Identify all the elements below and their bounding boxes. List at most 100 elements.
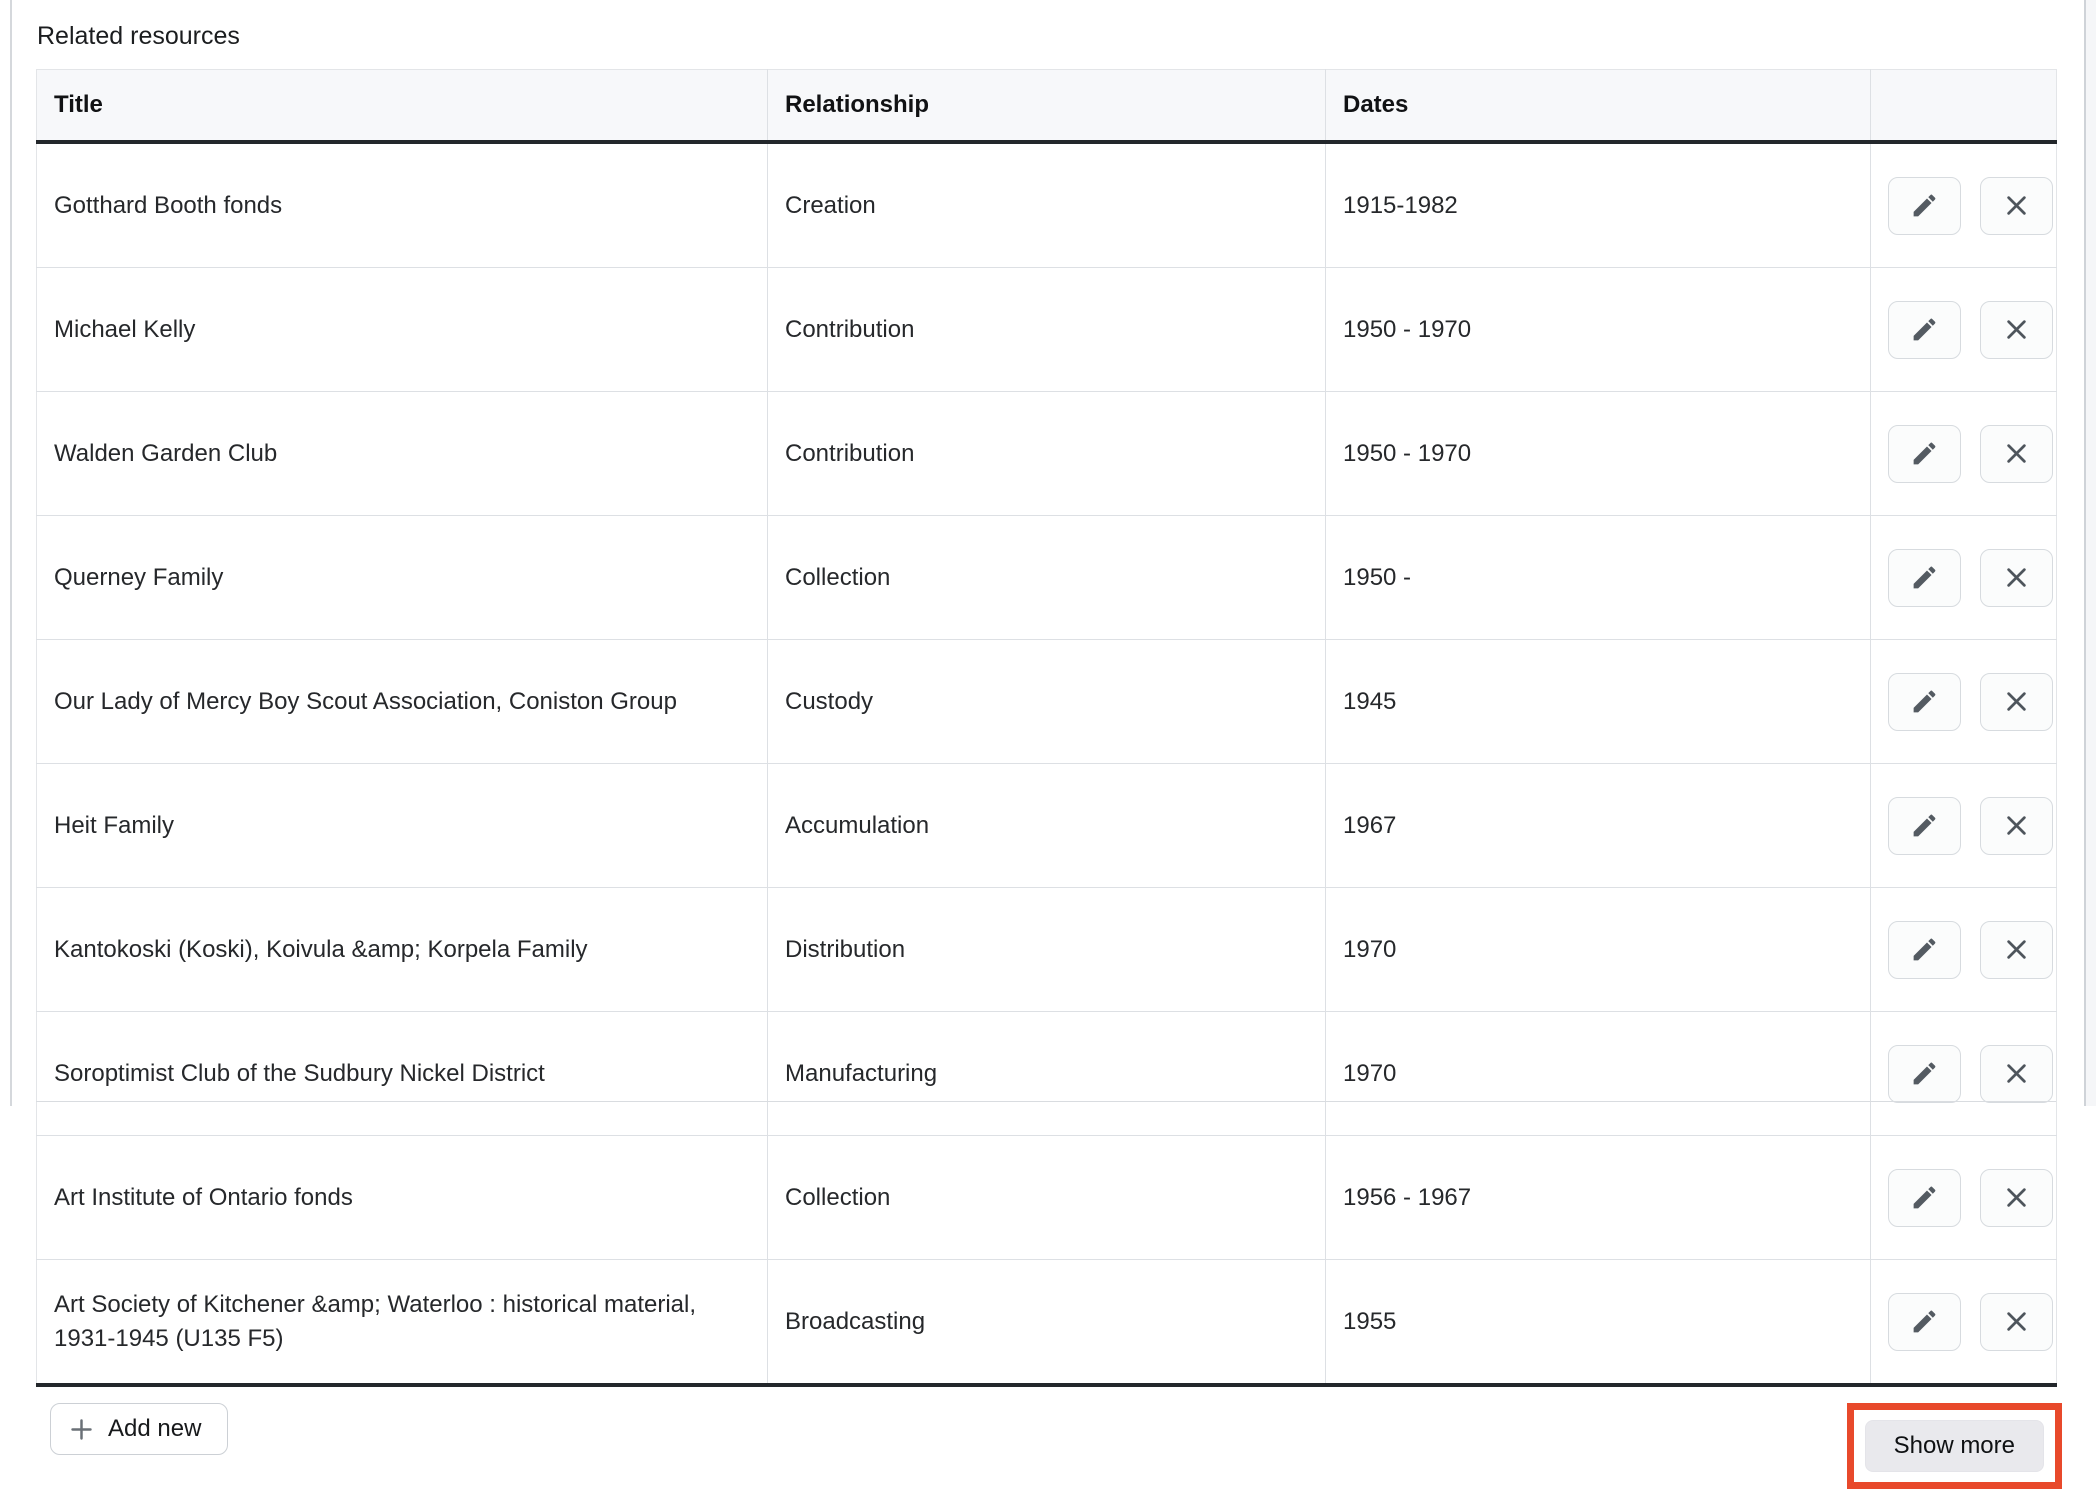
pencil-icon — [1910, 315, 1939, 344]
related-resources-tbody: Gotthard Booth fonds Creation 1915-1982 — [36, 142, 2057, 1387]
column-header-dates: Dates — [1325, 69, 1871, 144]
remove-row-button[interactable] — [1979, 300, 2053, 359]
remove-row-button[interactable] — [1979, 1292, 2053, 1351]
remove-row-button[interactable] — [1979, 548, 2053, 607]
remove-row-button[interactable] — [1979, 920, 2053, 979]
remove-row-button[interactable] — [1979, 796, 2053, 855]
panel-right-border — [2084, 0, 2086, 1106]
section-bottom-divider — [36, 1101, 2056, 1102]
table-row: Soroptimist Club of the Sudbury Nickel D… — [36, 1011, 2057, 1136]
edit-row-button[interactable] — [1888, 920, 1961, 979]
panel-right-strip — [2086, 0, 2096, 1106]
table-row: Art Institute of Ontario fonds Collectio… — [36, 1135, 2057, 1260]
cell-actions — [1870, 515, 2057, 640]
pencil-icon — [1910, 1307, 1939, 1336]
remove-row-button[interactable] — [1979, 672, 2053, 731]
table-row: Heit Family Accumulation 1967 — [36, 763, 2057, 888]
cell-relationship: Custody — [767, 639, 1326, 764]
x-icon — [2003, 1060, 2030, 1087]
pencil-icon — [1910, 1183, 1939, 1212]
cell-relationship: Distribution — [767, 887, 1326, 1012]
cell-actions — [1870, 1259, 2057, 1387]
cell-title: Querney Family — [36, 515, 768, 640]
add-new-label: Add new — [108, 1415, 202, 1442]
x-icon — [2003, 1308, 2030, 1335]
cell-title: Art Society of Kitchener &amp; Waterloo … — [36, 1259, 768, 1387]
pencil-icon — [1910, 563, 1939, 592]
edit-row-button[interactable] — [1888, 176, 1961, 235]
cell-title: Walden Garden Club — [36, 391, 768, 516]
table-header-row: Title Relationship Dates — [36, 69, 2057, 144]
plus-icon — [68, 1416, 95, 1443]
cell-actions — [1870, 1135, 2057, 1260]
cell-title: Our Lady of Mercy Boy Scout Association,… — [36, 639, 768, 764]
cell-actions — [1870, 391, 2057, 516]
x-icon — [2003, 192, 2030, 219]
add-new-button[interactable]: Add new — [50, 1403, 229, 1455]
cell-dates: 1950 - 1970 — [1325, 267, 1871, 392]
edit-row-button[interactable] — [1888, 672, 1961, 731]
section-title: Related resources — [37, 22, 240, 50]
table-row: Walden Garden Club Contribution 1950 - 1… — [36, 391, 2057, 516]
edit-row-button[interactable] — [1888, 796, 1961, 855]
edit-row-button[interactable] — [1888, 424, 1961, 483]
cell-title: Art Institute of Ontario fonds — [36, 1135, 768, 1260]
related-resources-table: Title Relationship Dates Gotthard Booth … — [36, 69, 2057, 1387]
cell-relationship: Creation — [767, 142, 1326, 268]
cell-relationship: Collection — [767, 515, 1326, 640]
x-icon — [2003, 812, 2030, 839]
column-header-relationship: Relationship — [767, 69, 1326, 144]
cell-dates: 1956 - 1967 — [1325, 1135, 1871, 1260]
pencil-icon — [1910, 1059, 1939, 1088]
cell-dates: 1970 — [1325, 1011, 1871, 1136]
table-row: Gotthard Booth fonds Creation 1915-1982 — [36, 142, 2057, 268]
cell-dates: 1945 — [1325, 639, 1871, 764]
click-target-highlight: Show more — [1846, 1403, 2062, 1489]
panel-left-border — [10, 0, 12, 1106]
x-icon — [2003, 440, 2030, 467]
x-icon — [2003, 1184, 2030, 1211]
table-footer-bar: Add new Show more — [36, 1403, 2062, 1489]
column-header-actions — [1870, 69, 2057, 144]
edit-row-button[interactable] — [1888, 1044, 1961, 1103]
edit-row-button[interactable] — [1888, 1292, 1961, 1351]
cell-dates: 1955 — [1325, 1259, 1871, 1387]
show-more-button[interactable]: Show more — [1864, 1420, 2044, 1472]
cell-actions — [1870, 763, 2057, 888]
cell-actions — [1870, 267, 2057, 392]
x-icon — [2003, 564, 2030, 591]
remove-row-button[interactable] — [1979, 424, 2053, 483]
cell-dates: 1950 - — [1325, 515, 1871, 640]
pencil-icon — [1910, 687, 1939, 716]
remove-row-button[interactable] — [1979, 176, 2053, 235]
cell-dates: 1967 — [1325, 763, 1871, 888]
table-row: Our Lady of Mercy Boy Scout Association,… — [36, 639, 2057, 764]
pencil-icon — [1910, 811, 1939, 840]
cell-title: Michael Kelly — [36, 267, 768, 392]
pencil-icon — [1910, 935, 1939, 964]
cell-relationship: Collection — [767, 1135, 1326, 1260]
cell-actions — [1870, 1011, 2057, 1136]
cell-relationship: Contribution — [767, 267, 1326, 392]
cell-dates: 1915-1982 — [1325, 142, 1871, 268]
cell-title: Gotthard Booth fonds — [36, 142, 768, 268]
remove-row-button[interactable] — [1979, 1168, 2053, 1227]
cell-title: Heit Family — [36, 763, 768, 888]
cell-dates: 1950 - 1970 — [1325, 391, 1871, 516]
cell-relationship: Broadcasting — [767, 1259, 1326, 1387]
x-icon — [2003, 936, 2030, 963]
table-row: Kantokoski (Koski), Koivula &amp; Korpel… — [36, 887, 2057, 1012]
cell-relationship: Contribution — [767, 391, 1326, 516]
edit-row-button[interactable] — [1888, 1168, 1961, 1227]
table-row: Michael Kelly Contribution 1950 - 1970 — [36, 267, 2057, 392]
x-icon — [2003, 688, 2030, 715]
pencil-icon — [1910, 439, 1939, 468]
table-row: Art Society of Kitchener &amp; Waterloo … — [36, 1259, 2057, 1387]
remove-row-button[interactable] — [1979, 1044, 2053, 1103]
related-resources-section: Related resources Title Relationship Dat… — [36, 0, 2062, 1489]
cell-actions — [1870, 887, 2057, 1012]
edit-row-button[interactable] — [1888, 300, 1961, 359]
edit-row-button[interactable] — [1888, 548, 1961, 607]
x-icon — [2003, 316, 2030, 343]
column-header-title: Title — [36, 69, 768, 144]
